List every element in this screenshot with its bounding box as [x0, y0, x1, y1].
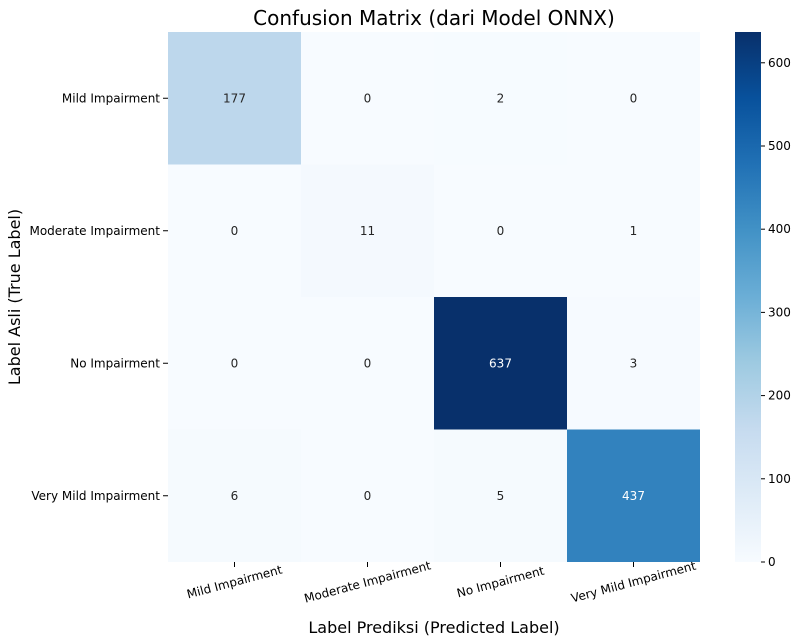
colorbar-tick-label: 400 — [768, 222, 791, 236]
y-tick-labels: Mild Impairment Moderate Impairment No Imp… — [29, 91, 168, 503]
cell-value-label: 177 — [223, 91, 246, 105]
cell-value-label: 3 — [630, 356, 638, 370]
heatmap-cell — [168, 164, 301, 297]
cell-value-label: 2 — [497, 91, 505, 105]
x-tick-labels: Mild Impairment Moderate Impairment No Imp… — [185, 558, 697, 605]
colorbar: 0 100 200 300 400 500 600 — [735, 32, 791, 569]
heatmap-cell — [567, 429, 700, 562]
cell-value-label: 0 — [364, 91, 372, 105]
y-tick-label: Mild Impairment — [62, 91, 160, 105]
heatmap-cell — [434, 32, 567, 165]
heatmap-cell — [168, 429, 301, 562]
cell-value-label: 437 — [622, 489, 645, 503]
colorbar-tick-label: 200 — [768, 389, 791, 403]
chart-title: Confusion Matrix (dari Model ONNX) — [253, 6, 615, 30]
cell-value-label: 0 — [630, 91, 638, 105]
cell-value-label: 6 — [231, 489, 239, 503]
cell-value-label: 5 — [497, 489, 505, 503]
colorbar-tick-label: 0 — [768, 555, 776, 569]
heatmap-cell — [301, 429, 434, 562]
heatmap-cell — [301, 297, 434, 430]
cell-value-label: 637 — [489, 356, 512, 370]
heatmap-cell — [434, 164, 567, 297]
x-axis-label: Label Prediksi (Predicted Label) — [308, 618, 559, 637]
cell-value-label: 0 — [231, 356, 239, 370]
cell-value-label: 0 — [231, 224, 239, 238]
heatmap-cell — [434, 429, 567, 562]
cell-value-label: 0 — [364, 489, 372, 503]
heatmap-cell — [567, 297, 700, 430]
heatmap-cell — [434, 297, 567, 430]
cell-value-label: 0 — [497, 224, 505, 238]
colorbar-gradient — [735, 32, 761, 562]
cell-value-label: 11 — [360, 224, 375, 238]
y-axis-label: Label Asli (True Label) — [5, 209, 24, 385]
heatmap-cell — [301, 32, 434, 165]
heatmap-cell — [168, 297, 301, 430]
colorbar-tick-label: 600 — [768, 56, 791, 70]
heatmap-cell — [301, 164, 434, 297]
heatmap-cell — [567, 32, 700, 165]
x-tick-label: No Impairment — [455, 564, 546, 601]
colorbar-tick-label: 500 — [768, 139, 791, 153]
colorbar-tick-label: 300 — [768, 305, 791, 319]
heatmap-cell — [567, 164, 700, 297]
x-tick-label: Mild Impairment — [185, 562, 284, 601]
heatmap-grid: 177 0 2 0 0 11 0 1 0 0 637 3 6 0 5 437 — [168, 32, 700, 562]
colorbar-tick-label: 100 — [768, 472, 791, 486]
cell-value-label: 0 — [364, 356, 372, 370]
y-tick-label: Moderate Impairment — [29, 224, 160, 238]
cell-value-label: 1 — [630, 224, 638, 238]
y-tick-label: Very Mild Impairment — [31, 489, 160, 503]
heatmap-cell — [168, 32, 301, 165]
y-tick-label: No Impairment — [70, 356, 160, 370]
